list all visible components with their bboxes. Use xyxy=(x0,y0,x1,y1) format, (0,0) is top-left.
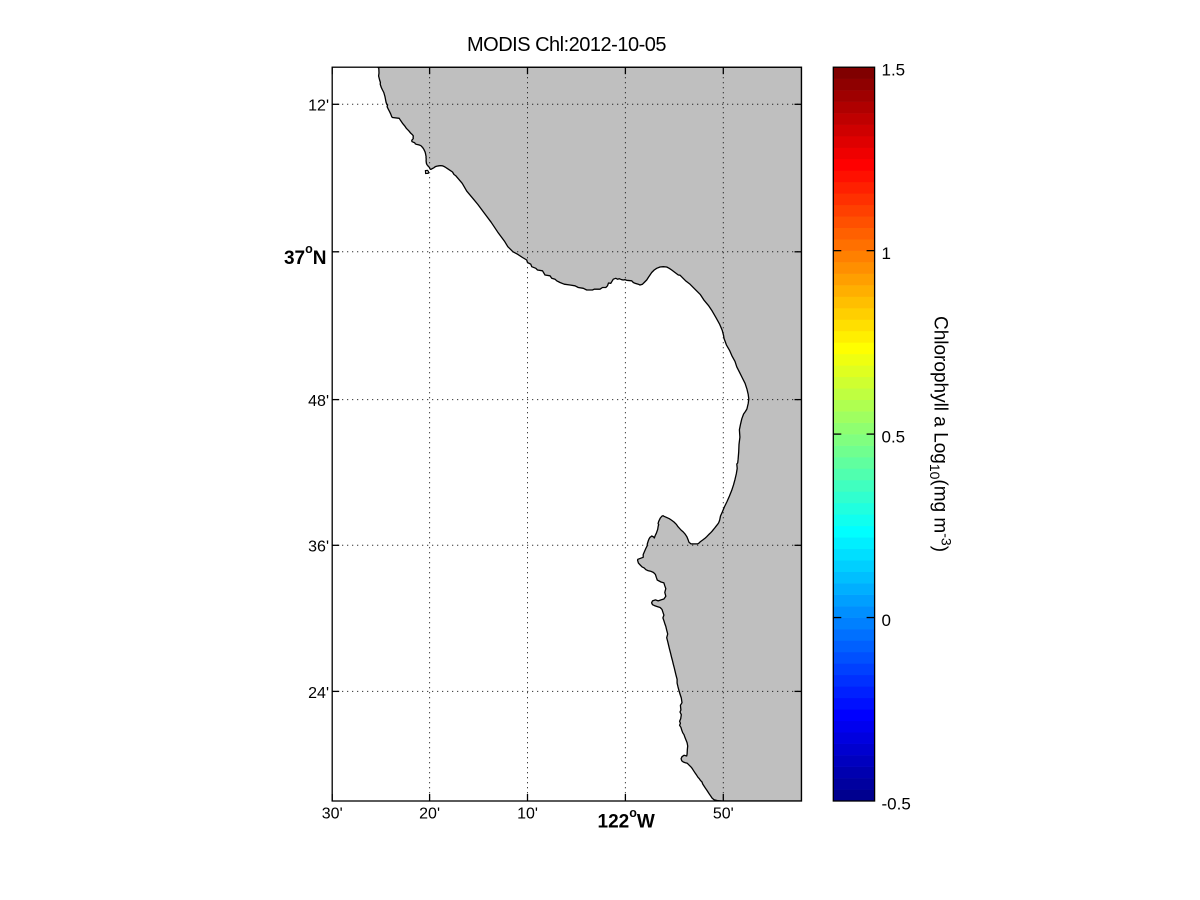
svg-text:-0.5: -0.5 xyxy=(882,794,911,813)
svg-text:Chlorophyll a Log10(mg m-3): Chlorophyll a Log10(mg m-3) xyxy=(927,316,955,552)
svg-text:48': 48' xyxy=(308,393,329,410)
svg-text:1: 1 xyxy=(882,244,891,263)
svg-text:50': 50' xyxy=(713,805,734,822)
svg-text:1.5: 1.5 xyxy=(882,61,906,80)
svg-text:12': 12' xyxy=(308,98,329,115)
svg-text:MODIS Chl:2012-10-05: MODIS Chl:2012-10-05 xyxy=(467,34,666,56)
svg-text:24': 24' xyxy=(308,685,329,702)
svg-text:30': 30' xyxy=(322,805,343,822)
svg-text:0.5: 0.5 xyxy=(882,428,906,447)
svg-text:10': 10' xyxy=(517,805,538,822)
svg-text:0: 0 xyxy=(882,611,891,630)
svg-text:20': 20' xyxy=(419,805,440,822)
svg-text:36': 36' xyxy=(308,539,329,556)
